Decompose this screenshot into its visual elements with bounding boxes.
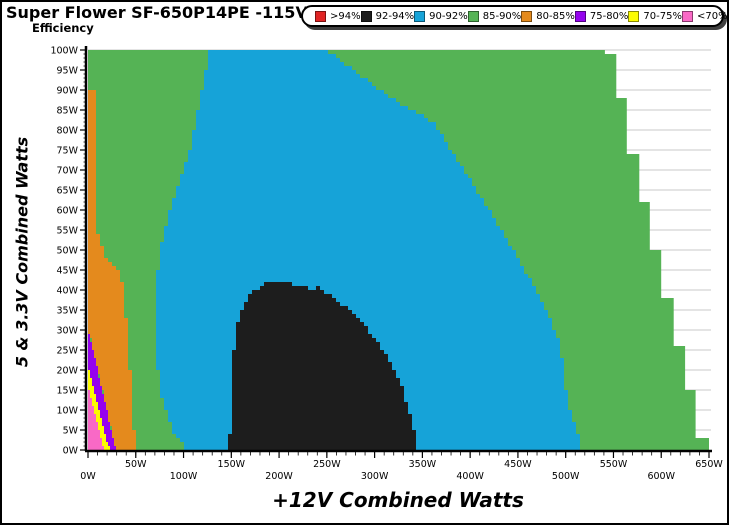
- legend-swatch-icon: [315, 10, 326, 22]
- y-tick-label: 0W: [63, 446, 79, 457]
- x-tick-label: 650W: [695, 459, 723, 470]
- y-tick-label: 55W: [57, 226, 79, 237]
- legend-item-label: >94%: [330, 10, 361, 22]
- y-tick-label: 5W: [63, 426, 79, 437]
- legend-item-label: 75-80%: [589, 10, 629, 22]
- y-tick-label: 90W: [57, 86, 79, 97]
- y-tick-label: 95W: [57, 66, 79, 77]
- y-tick-label: 35W: [57, 306, 79, 317]
- legend-swatch-icon: [574, 10, 586, 22]
- region-92-94%: [228, 278, 416, 450]
- y-tick-label: 30W: [57, 326, 79, 337]
- y-tick-label: 65W: [57, 186, 79, 197]
- legend-item: 90-92%: [414, 10, 468, 22]
- legend-item: 75-80%: [574, 10, 629, 22]
- legend-swatch-icon: [681, 10, 693, 22]
- legend: >94% 92-94% 90-92% 85-90% 80-85% 75-80% 70-75%…: [301, 5, 727, 27]
- y-tick-label: 60W: [57, 206, 79, 217]
- x-tick-label: 450W: [504, 459, 532, 470]
- legend-item-label: 90-92%: [429, 10, 468, 22]
- x-tick-label: 550W: [600, 459, 628, 470]
- legend-item-label: 80-85%: [536, 10, 575, 22]
- x-tick-label: 200W: [265, 471, 293, 482]
- legend-item-label: 85-90%: [482, 10, 522, 22]
- x-tick-label: 100W: [170, 471, 198, 482]
- region-80-85%: [88, 90, 136, 450]
- x-tick-label: 400W: [456, 471, 484, 482]
- x-tick-label: 0W: [80, 471, 96, 482]
- legend-swatch-icon: [521, 10, 533, 22]
- y-tick-label: 40W: [57, 286, 79, 297]
- x-tick-label: 350W: [409, 459, 437, 470]
- legend-item-label: 92-94%: [375, 10, 415, 22]
- legend-item-label: 70-75%: [643, 10, 682, 22]
- x-tick-label: 300W: [361, 471, 389, 482]
- x-tick-label: 250W: [313, 459, 341, 470]
- region-75-80%: [88, 330, 116, 450]
- legend-item: <70%: [681, 10, 728, 22]
- legend-item: >94%: [315, 10, 361, 22]
- y-tick-label: 45W: [57, 266, 79, 277]
- chart-title: Super Flower SF-650P14PE -115V: [6, 3, 308, 22]
- legend-item: 92-94%: [360, 10, 415, 22]
- y-tick-label: 15W: [57, 386, 79, 397]
- legend-item: 70-75%: [628, 10, 682, 22]
- y-tick-label: 20W: [57, 366, 79, 377]
- y-tick-label: 85W: [57, 106, 79, 117]
- x-tick-label: 600W: [647, 471, 675, 482]
- y-tick-label: 50W: [57, 246, 79, 257]
- x-tick-label: 500W: [552, 471, 580, 482]
- y-axis-title: 5 & 3.3V Combined Watts: [12, 136, 32, 368]
- x-tick-label: 150W: [218, 459, 246, 470]
- y-tick-label: 70W: [57, 166, 79, 177]
- legend-swatch-icon: [360, 10, 372, 22]
- y-tick-label: 75W: [57, 146, 79, 157]
- legend-item-label: <70%: [696, 10, 728, 22]
- y-tick-label: 100W: [50, 46, 78, 57]
- chart-subtitle: Efficiency: [32, 21, 94, 35]
- legend-swatch-icon: [414, 10, 426, 22]
- legend-item: 80-85%: [521, 10, 575, 22]
- x-axis-title: +12V Combined Watts: [272, 488, 524, 512]
- legend-swatch-icon: [467, 10, 479, 22]
- legend-swatch-icon: [628, 10, 640, 22]
- legend-item: 85-90%: [467, 10, 522, 22]
- x-tick-label: 50W: [125, 459, 147, 470]
- y-tick-label: 10W: [57, 406, 79, 417]
- y-tick-label: 80W: [57, 126, 79, 137]
- region-<70%: [88, 390, 104, 450]
- y-tick-label: 25W: [57, 346, 79, 357]
- region-70-75%: [88, 370, 110, 450]
